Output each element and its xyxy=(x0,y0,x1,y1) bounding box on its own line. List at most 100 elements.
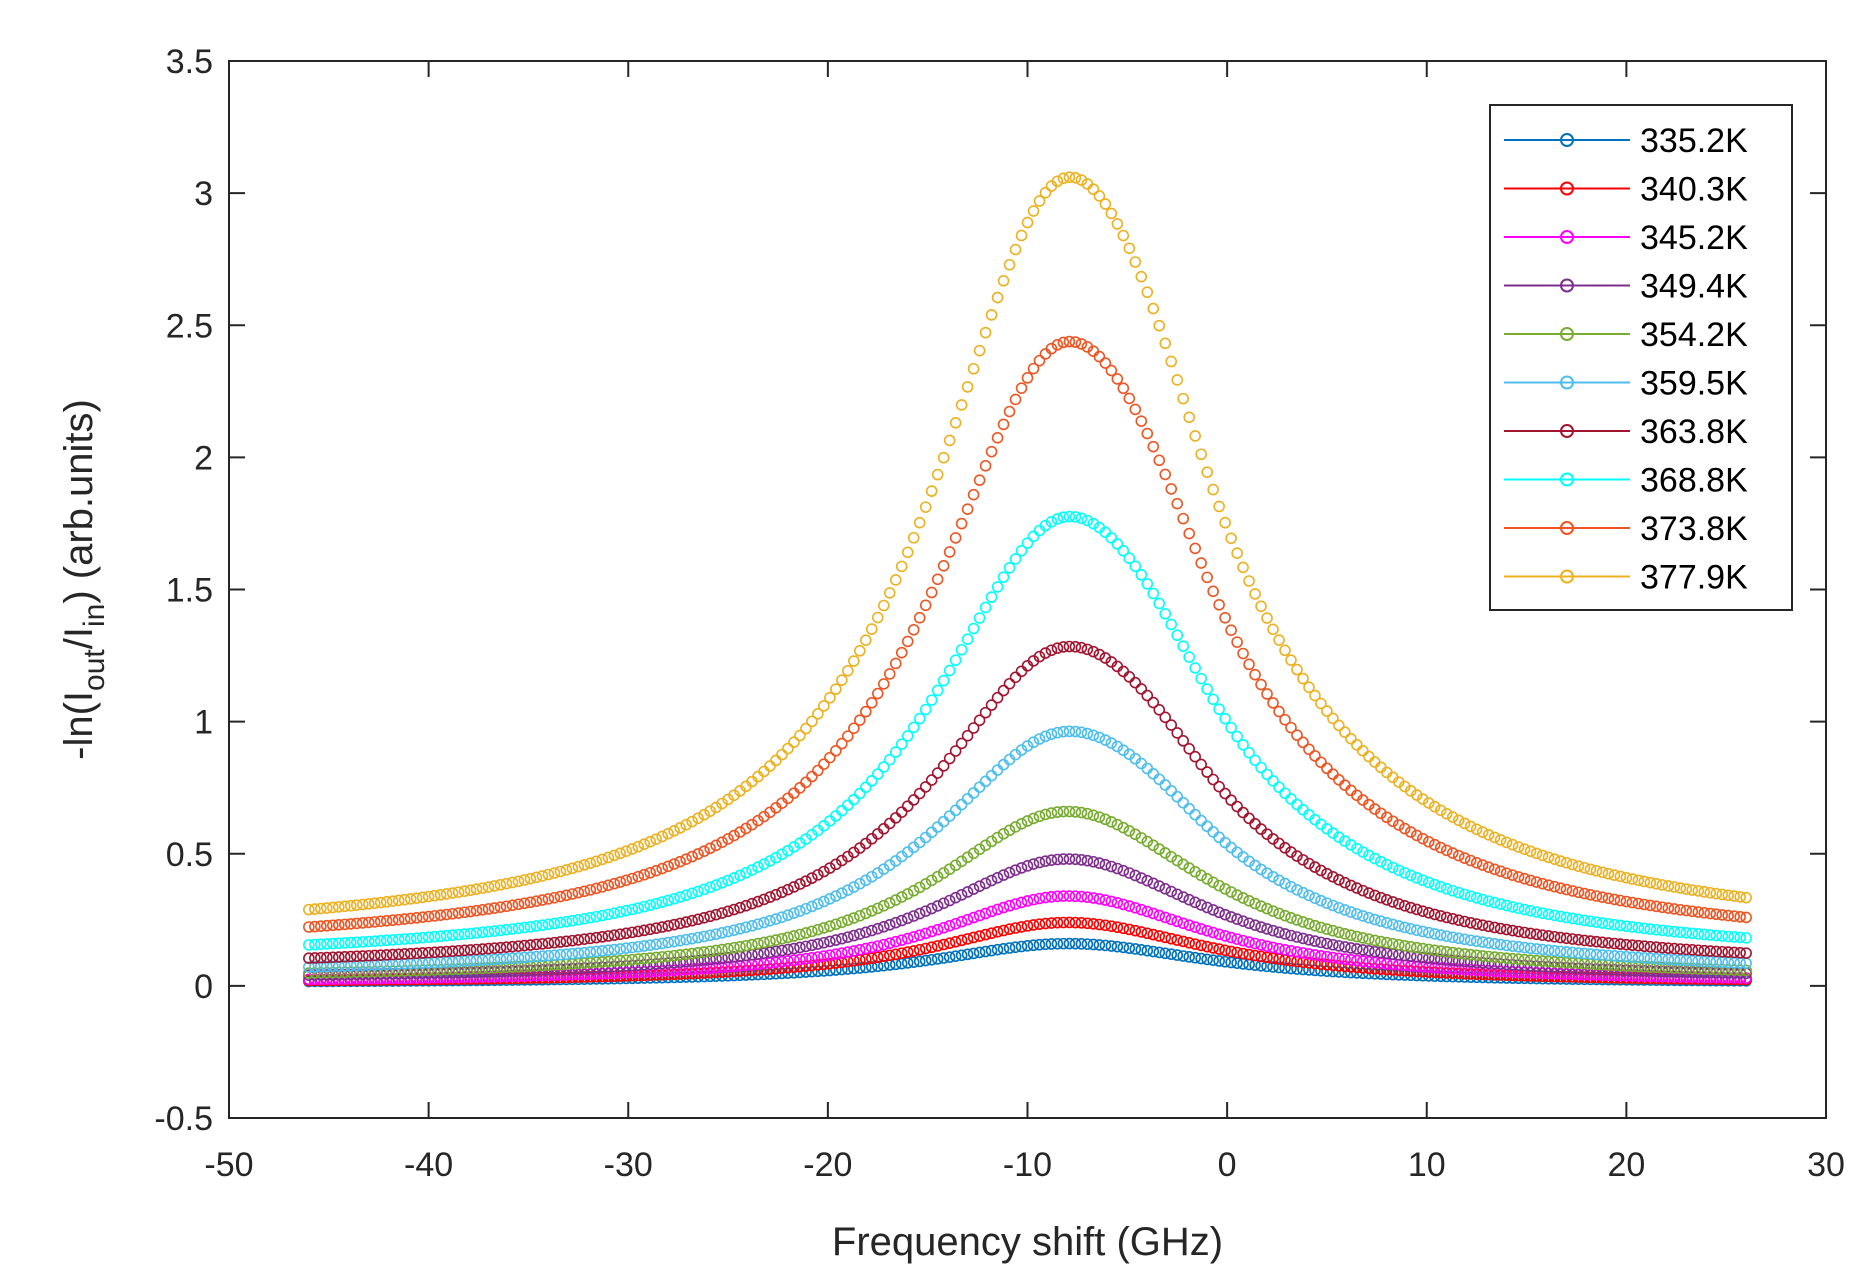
data-point xyxy=(913,712,926,725)
data-point xyxy=(500,941,513,953)
data-point xyxy=(350,966,363,978)
data-point xyxy=(1087,645,1100,658)
data-point xyxy=(1279,962,1291,974)
data-point xyxy=(1315,756,1327,769)
data-point xyxy=(824,964,836,977)
data-point xyxy=(1363,911,1375,924)
data-point xyxy=(1602,937,1615,949)
data-point xyxy=(800,952,812,965)
data-point xyxy=(1470,935,1483,947)
data-point xyxy=(1123,671,1136,683)
data-point xyxy=(1428,952,1441,965)
data-point xyxy=(883,587,896,599)
data-point xyxy=(1045,891,1058,903)
data-point xyxy=(794,953,806,966)
data-point xyxy=(644,965,657,978)
data-point xyxy=(1147,440,1160,453)
legend-item: 349.4K xyxy=(1504,268,1748,306)
data-point xyxy=(871,940,884,952)
data-point xyxy=(428,910,441,922)
data-point xyxy=(1572,886,1585,899)
data-point xyxy=(1243,746,1255,759)
data-point xyxy=(967,488,980,501)
data-point xyxy=(1141,286,1154,299)
data-point xyxy=(1297,672,1309,685)
series-363.8K xyxy=(303,640,1752,965)
data-point xyxy=(332,966,345,979)
data-point xyxy=(1189,938,1201,950)
data-point xyxy=(350,917,363,930)
data-point xyxy=(1321,950,1333,963)
data-point xyxy=(1548,909,1561,922)
data-point xyxy=(1129,403,1142,416)
data-point xyxy=(1596,949,1609,961)
data-point xyxy=(734,869,746,882)
data-point xyxy=(1476,936,1489,948)
data-point xyxy=(1087,892,1100,904)
data-point xyxy=(386,948,399,961)
data-point xyxy=(1434,804,1447,817)
legend-marker xyxy=(1560,472,1574,487)
data-point xyxy=(1662,965,1675,978)
data-point xyxy=(674,917,686,930)
data-point xyxy=(338,900,351,913)
data-point xyxy=(1536,955,1549,967)
data-point xyxy=(1081,917,1094,930)
data-point xyxy=(1638,940,1651,953)
data-point xyxy=(1279,787,1291,800)
data-point xyxy=(524,896,537,909)
data-point xyxy=(830,918,842,931)
data-point xyxy=(1111,740,1124,753)
data-point xyxy=(1051,937,1064,950)
data-point xyxy=(578,968,591,981)
legend: 335.2K340.3K345.2K349.4K354.2K359.5K363.… xyxy=(1489,104,1793,611)
data-point xyxy=(1003,923,1016,936)
data-point xyxy=(770,934,782,946)
data-point xyxy=(1722,946,1734,958)
data-point xyxy=(1440,954,1453,966)
data-point xyxy=(380,896,393,908)
data-point xyxy=(931,923,944,936)
data-point xyxy=(1087,809,1100,822)
data-point xyxy=(716,927,728,939)
data-point xyxy=(889,657,902,670)
data-point xyxy=(1351,943,1363,955)
data-point xyxy=(614,928,627,941)
data-point xyxy=(1027,362,1040,375)
data-point xyxy=(1482,937,1495,949)
data-point xyxy=(656,896,668,908)
data-point xyxy=(907,931,920,943)
data-point xyxy=(1063,335,1076,348)
data-point xyxy=(710,908,722,921)
data-point xyxy=(1518,953,1531,966)
data-point xyxy=(1584,888,1597,901)
data-point xyxy=(1422,926,1435,939)
data-point xyxy=(1375,855,1387,868)
data-point xyxy=(548,949,561,962)
data-point xyxy=(1602,892,1615,905)
data-point xyxy=(931,900,944,912)
data-point xyxy=(1147,877,1160,890)
data-point xyxy=(770,754,782,767)
data-point xyxy=(1566,946,1579,959)
data-point xyxy=(1602,918,1615,930)
data-point xyxy=(764,915,776,927)
series-359.5K xyxy=(303,725,1752,973)
data-point xyxy=(500,965,513,977)
data-point xyxy=(315,920,327,932)
data-point xyxy=(542,918,555,931)
data-point xyxy=(1369,945,1381,958)
data-point xyxy=(356,936,369,948)
data-point xyxy=(1363,887,1375,899)
data-point xyxy=(1279,713,1291,726)
data-point xyxy=(494,941,507,954)
data-point xyxy=(1009,864,1022,876)
data-point xyxy=(386,895,399,907)
data-point xyxy=(1668,881,1681,893)
data-point xyxy=(1219,787,1231,800)
data-point xyxy=(1231,636,1243,648)
data-point xyxy=(997,275,1010,287)
data-point xyxy=(566,888,579,900)
data-point xyxy=(1237,947,1249,960)
data-point xyxy=(326,960,339,973)
